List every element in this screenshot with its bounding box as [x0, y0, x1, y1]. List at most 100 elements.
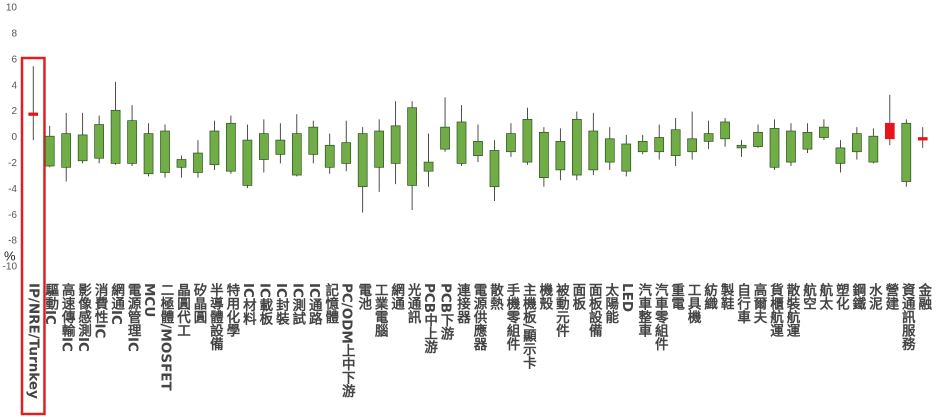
candle-body: [571, 119, 582, 176]
candle-body: [736, 144, 747, 149]
candle-body: [193, 152, 203, 173]
x-tick-label: 營建: [882, 283, 899, 310]
candle-body: [835, 147, 846, 164]
y-tick-label: -4: [8, 184, 17, 195]
x-tick-label: 太陽能: [602, 283, 619, 324]
x-tick-label: 消費性IC: [91, 283, 108, 339]
candle-body: [407, 107, 417, 186]
candle-body: [440, 126, 450, 150]
x-tick-label: 工具機: [684, 283, 701, 324]
candle-body: [61, 133, 72, 168]
candle-body: [28, 112, 39, 116]
x-tick-label: 記憶體: [322, 283, 339, 324]
x-tick-label: 航太: [816, 283, 833, 310]
candle-body: [769, 128, 780, 168]
candle-body: [44, 135, 55, 167]
candle-body: [94, 124, 104, 159]
candle-body: [374, 130, 385, 168]
candle-body: [275, 139, 286, 155]
x-tick-label: MCU: [141, 283, 158, 318]
x-tick-label: 航空: [799, 283, 816, 310]
x-tick-label: PC/ODM上中下游: [338, 283, 355, 398]
candle-body: [588, 130, 599, 171]
x-tick-label: 自行車: [734, 283, 751, 324]
x-tick-label: 高爾夫: [750, 283, 767, 324]
y-tick-label: -2: [8, 158, 17, 169]
x-tick-label: 貨櫃航運: [767, 283, 783, 337]
x-tick-label: IC測試: [289, 283, 306, 325]
y-tick-label: 8: [11, 29, 17, 40]
candle-body: [604, 138, 615, 163]
x-tick-label: 驅動IC: [42, 283, 59, 325]
y-tick-label: -8: [8, 236, 17, 247]
x-tick-label: 製鞋: [717, 283, 734, 310]
candle-body: [522, 119, 533, 163]
candle-body: [703, 133, 714, 142]
candle-body: [77, 134, 88, 162]
candle-body: [473, 141, 483, 156]
y-tick-label: 2: [11, 106, 17, 117]
candle-body: [884, 122, 895, 140]
candle-body: [539, 131, 549, 178]
candle-body: [390, 125, 401, 164]
candle-body: [868, 135, 879, 163]
y-tick-label: 0: [11, 132, 17, 143]
y-tick-label: -6: [8, 210, 17, 221]
x-tick-label: 鋼鐵: [849, 283, 866, 310]
x-tick-label: IC材料: [239, 283, 256, 325]
x-tick-label: 汽車整車: [635, 283, 652, 337]
candle-body: [242, 139, 253, 186]
candle-body: [209, 130, 220, 166]
x-tick-label: 機殼: [536, 283, 553, 310]
candle-body: [621, 143, 632, 172]
candle-body: [917, 137, 928, 141]
y-tick-label: -10: [3, 262, 18, 273]
candle-body: [637, 141, 648, 153]
candle-body: [670, 129, 681, 156]
x-tick-label: PCB下游: [437, 283, 454, 341]
candle-body: [687, 138, 697, 153]
candle-body: [506, 133, 516, 153]
x-tick-label: PCB中上游: [421, 283, 438, 354]
y-tick-label: 4: [11, 80, 17, 91]
candle-body: [901, 122, 912, 182]
x-tick-label: 散裝航運: [783, 283, 800, 337]
candle-body: [110, 109, 121, 164]
y-axis-label: %: [4, 248, 16, 263]
candle-body: [127, 120, 137, 164]
x-tick-label: 汽車零組件: [651, 283, 668, 351]
candle-body: [852, 133, 862, 153]
y-tick-label: 6: [11, 54, 17, 65]
x-tick-label: 特用化學: [223, 283, 240, 337]
candle-body: [226, 122, 236, 172]
x-tick-label: 電源供應器: [470, 283, 487, 351]
candle-body: [143, 133, 154, 175]
candle-body: [720, 121, 730, 140]
candle-body: [819, 126, 829, 138]
x-tick-label: IC通路: [305, 283, 322, 325]
candle-body: [786, 130, 796, 163]
x-tick-label: 高速傳輸IC: [58, 283, 75, 352]
x-tick-label: 連接器: [454, 283, 471, 324]
x-tick-label: LED: [618, 283, 635, 313]
x-tick-label: 面板: [569, 283, 586, 310]
candle-body: [753, 131, 763, 147]
highlight-box: [20, 56, 46, 416]
candle-body: [802, 131, 813, 150]
x-tick-label: 網通: [388, 283, 405, 310]
candle-body: [654, 137, 665, 153]
x-tick-label: IP/NRE/Turnkey: [25, 283, 42, 399]
x-tick-label: 資通訊服務: [898, 283, 915, 351]
x-tick-label: 光通訊: [404, 283, 421, 324]
x-tick-label: 重電: [668, 283, 685, 310]
x-tick-label: IC封裝: [272, 283, 289, 325]
x-tick-label: 影像感測IC: [75, 283, 92, 352]
candle-body: [291, 133, 302, 176]
candle-body: [341, 142, 352, 164]
y-tick-label: 10: [6, 3, 18, 14]
x-tick-label: 晶圓代工: [173, 283, 190, 337]
x-tick-label: 塑化: [832, 283, 849, 310]
x-tick-label: 紡織: [701, 283, 718, 310]
x-tick-label: 二極體/MOSFET: [157, 283, 174, 391]
